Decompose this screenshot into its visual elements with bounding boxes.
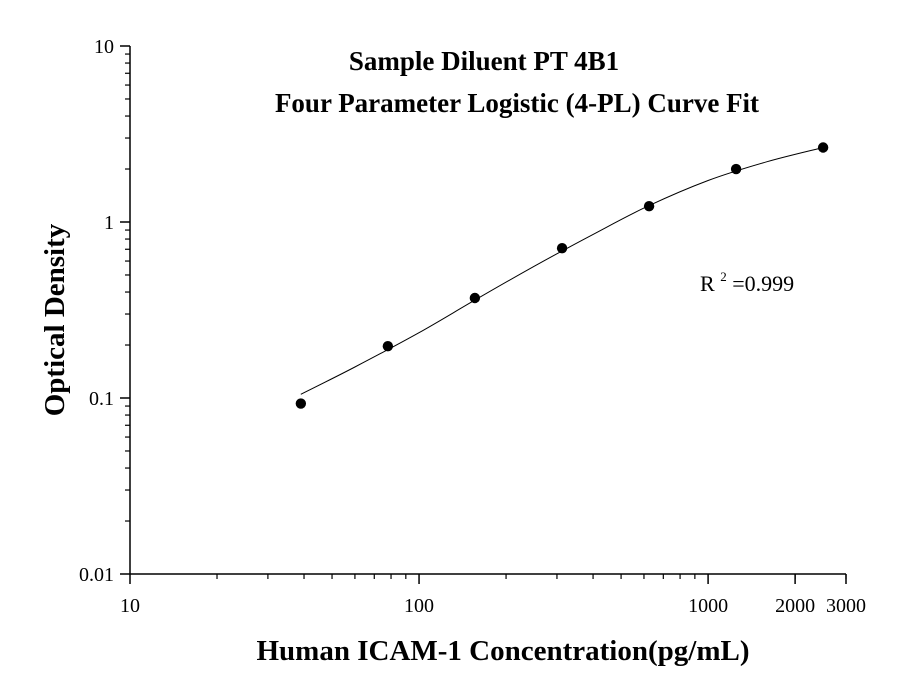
y-axis-title: Optical Density (39, 223, 71, 416)
chart-subtitle: Four Parameter Logistic (4-PL) Curve Fit (275, 88, 759, 118)
x-tick-label: 100 (404, 595, 434, 617)
r-squared-annotation: R 2 =0.999 (700, 261, 794, 296)
r-squared-superscript: 2 (720, 269, 727, 284)
x-axis-title: Human ICAM-1 Concentration(pg/mL) (257, 635, 750, 667)
data-points-layer (295, 142, 829, 409)
y-tick-label: 10 (94, 36, 114, 58)
y-tick-label: 0.1 (89, 388, 114, 410)
data-point (295, 398, 307, 409)
data-point (556, 242, 568, 254)
data-point (469, 292, 481, 304)
y-tick-label: 0.01 (79, 564, 114, 586)
data-point (382, 340, 394, 352)
data-point (730, 163, 742, 175)
x-tick-label: 10 (120, 595, 140, 617)
chart-title: Sample Diluent PT 4B1 (349, 46, 619, 76)
x-axis-ticks: 10 100 1000 2000 3000 (120, 574, 866, 617)
x-tick-label: 1000 (688, 595, 728, 617)
x-tick-label: 3000 (826, 595, 866, 617)
data-point (817, 142, 829, 153)
data-point (643, 200, 655, 212)
y-axis-ticks: 10 1 0.1 0.01 (79, 36, 130, 586)
r-squared-label: R (700, 271, 715, 296)
y-tick-label: 1 (104, 212, 114, 234)
r-squared-value: =0.999 (732, 271, 794, 296)
x-tick-label: 2000 (775, 595, 815, 617)
